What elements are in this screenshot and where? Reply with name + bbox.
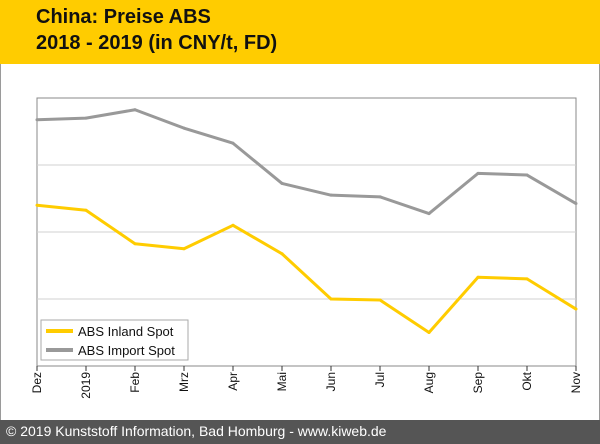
legend-label: ABS Inland Spot	[78, 324, 174, 339]
x-tick-label: 2019	[79, 372, 93, 399]
copyright-text: © 2019 Kunststoff Information, Bad Hombu…	[6, 423, 387, 439]
data-point	[378, 298, 382, 302]
x-tick-label: Nov	[569, 372, 583, 393]
data-point	[427, 212, 431, 216]
data-point	[574, 202, 578, 206]
legend-box	[40, 319, 189, 361]
line-chart: Dez 2019 Feb Mrz Apr Mai Jun Jul Aug Sep Okt Nov AB…	[30, 97, 583, 399]
chart-header: China: Preise ABS 2018 - 2019 (in CNY/t,…	[0, 0, 600, 64]
x-tick-label: Mai	[275, 372, 289, 391]
chart-subtitle: 2018 - 2019 (in CNY/t, FD)	[36, 32, 278, 54]
data-point	[133, 108, 137, 112]
x-tick-label: Okt	[520, 371, 534, 390]
data-point	[525, 173, 529, 177]
data-point	[231, 141, 235, 145]
x-tick-label: Jun	[324, 372, 338, 391]
data-point	[329, 193, 333, 197]
data-point	[182, 247, 186, 251]
x-tick-label: Jul	[373, 372, 387, 387]
data-point	[476, 275, 480, 279]
x-tick-label: Sep	[471, 372, 485, 394]
chart-title: China: Preise ABS	[36, 6, 211, 28]
data-point	[427, 331, 431, 334]
data-point	[84, 208, 88, 212]
legend-label: ABS Import Spot	[78, 343, 175, 358]
data-point	[280, 252, 284, 256]
data-point	[84, 116, 88, 120]
data-point	[133, 242, 137, 246]
data-point	[182, 126, 186, 130]
data-point	[378, 195, 382, 199]
x-tick-label: Aug	[422, 372, 436, 393]
data-point	[280, 181, 284, 185]
data-point	[231, 223, 235, 227]
footer-bar: © 2019 Kunststoff Information, Bad Hombu…	[0, 420, 600, 444]
abs-inland-spot-line	[36, 203, 577, 334]
data-point	[574, 307, 578, 311]
x-tick-label: Apr	[226, 372, 240, 391]
x-tick-label: Mrz	[177, 372, 191, 392]
data-point	[476, 171, 480, 175]
data-point	[35, 118, 39, 122]
abs-import-spot-line	[36, 108, 577, 216]
data-point	[525, 277, 529, 281]
x-tick-label: Feb	[128, 372, 142, 393]
x-tick-label: Dez	[30, 372, 44, 393]
data-point	[329, 297, 333, 301]
data-point	[35, 203, 39, 207]
